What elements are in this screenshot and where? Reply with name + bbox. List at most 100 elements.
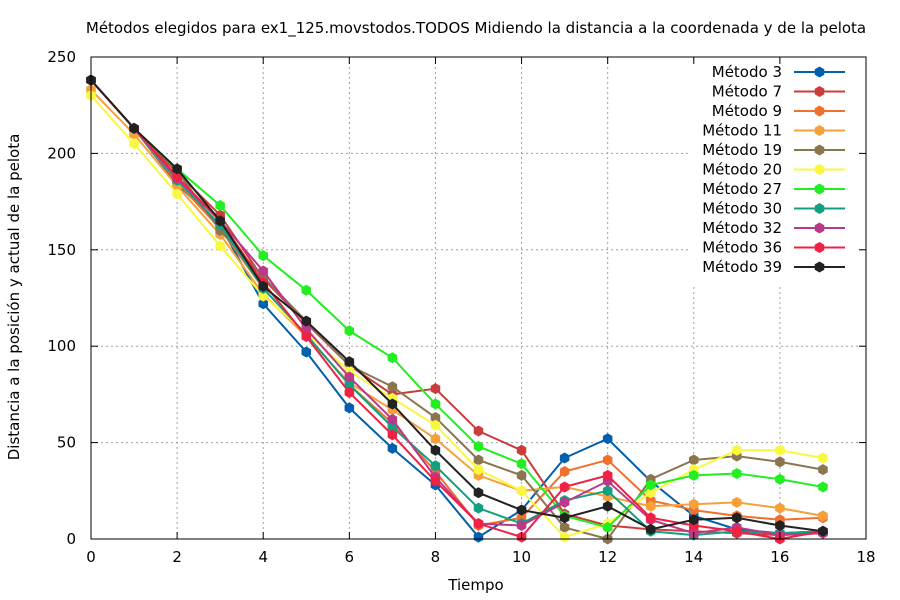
legend-label: Método 30 <box>702 200 782 218</box>
data-point <box>775 520 785 531</box>
axis-ticks: 0 2 4 6 8 10 12 14 16 18 0 50 100 150 200 250 <box>47 48 875 566</box>
data-point <box>215 199 225 211</box>
legend-swatch-marker <box>814 183 825 195</box>
data-point <box>430 433 441 445</box>
data-point <box>258 265 268 277</box>
data-point <box>172 171 182 183</box>
legend-swatch-marker <box>814 164 825 175</box>
x-tick-label: 6 <box>345 548 355 566</box>
data-point <box>344 325 355 337</box>
data-point <box>732 512 742 524</box>
data-point <box>387 413 398 425</box>
data-point <box>775 473 785 485</box>
data-point <box>344 356 355 368</box>
data-point <box>473 531 484 543</box>
data-point <box>387 421 398 433</box>
data-point <box>301 331 312 343</box>
data-point <box>387 381 398 393</box>
data-point <box>602 485 613 497</box>
data-point <box>301 284 312 296</box>
data-point <box>775 456 785 468</box>
data-point <box>818 510 828 522</box>
data-point <box>387 442 398 454</box>
legend-swatch-marker <box>814 203 825 214</box>
chart-title: Métodos elegidos para ex1_125.movstodos.… <box>86 19 866 38</box>
y-tick-label: 0 <box>66 530 76 548</box>
data-point <box>516 504 527 516</box>
legend-label: Método 36 <box>702 239 782 257</box>
data-point <box>602 500 613 512</box>
data-point <box>430 444 441 456</box>
data-point <box>430 475 441 487</box>
y-tick-label: 200 <box>47 144 76 162</box>
legend-label: Método 11 <box>702 122 782 140</box>
data-point <box>559 512 570 524</box>
data-point <box>602 433 613 445</box>
legend-swatch-marker <box>814 261 825 273</box>
data-point <box>301 323 312 335</box>
x-axis-label: Tiempo <box>447 576 503 594</box>
data-point <box>516 485 527 497</box>
data-point <box>129 122 139 134</box>
legend-swatch-marker <box>814 242 825 253</box>
data-point <box>215 215 225 227</box>
x-tick-label: 0 <box>86 548 96 566</box>
data-point <box>732 467 742 479</box>
data-point <box>258 250 268 262</box>
data-point <box>559 481 570 493</box>
data-point <box>344 379 355 391</box>
y-tick-label: 150 <box>47 241 76 259</box>
data-point <box>301 315 312 327</box>
data-point <box>645 479 656 491</box>
legend-swatch-marker <box>814 66 825 78</box>
data-point <box>387 352 398 364</box>
data-point <box>689 469 699 481</box>
data-point <box>818 481 828 493</box>
data-point <box>387 398 398 410</box>
legend-swatch-marker <box>814 86 825 97</box>
y-axis-label: Distancia a la posición y actual de la p… <box>5 134 23 461</box>
series-lines <box>86 74 828 545</box>
legend-label: Método 39 <box>702 258 782 276</box>
series-line <box>90 94 824 539</box>
data-point <box>602 454 613 466</box>
data-point <box>172 163 182 175</box>
legend-swatch-marker <box>814 144 825 156</box>
data-point <box>818 452 828 464</box>
legend-label: Método 20 <box>702 161 782 179</box>
y-tick-label: 250 <box>47 48 76 66</box>
legend-label: Método 19 <box>702 141 782 159</box>
data-point <box>430 419 441 431</box>
data-point <box>645 512 656 524</box>
data-point <box>473 502 484 514</box>
series-line <box>90 79 824 541</box>
data-point <box>473 487 484 499</box>
data-point <box>344 386 355 398</box>
data-point <box>559 531 570 543</box>
series-6 <box>86 90 828 543</box>
data-point <box>645 487 656 499</box>
data-point <box>775 502 785 514</box>
series-11 <box>86 74 828 537</box>
data-point <box>818 525 828 537</box>
data-point <box>430 383 441 395</box>
data-point <box>645 500 656 512</box>
data-point <box>344 402 355 414</box>
x-tick-label: 12 <box>598 548 617 566</box>
data-point <box>473 464 484 476</box>
x-tick-label: 2 <box>172 548 182 566</box>
x-tick-label: 10 <box>512 548 531 566</box>
data-point <box>775 444 785 456</box>
y-tick-label: 50 <box>57 434 76 452</box>
data-point <box>689 454 699 466</box>
legend-label: Método 32 <box>702 219 782 237</box>
data-point <box>430 398 441 410</box>
data-point <box>559 521 570 533</box>
data-point <box>689 498 699 510</box>
data-point <box>732 444 742 456</box>
series-line <box>90 79 824 533</box>
data-point <box>516 469 527 481</box>
legend-label: Método 27 <box>702 180 782 198</box>
